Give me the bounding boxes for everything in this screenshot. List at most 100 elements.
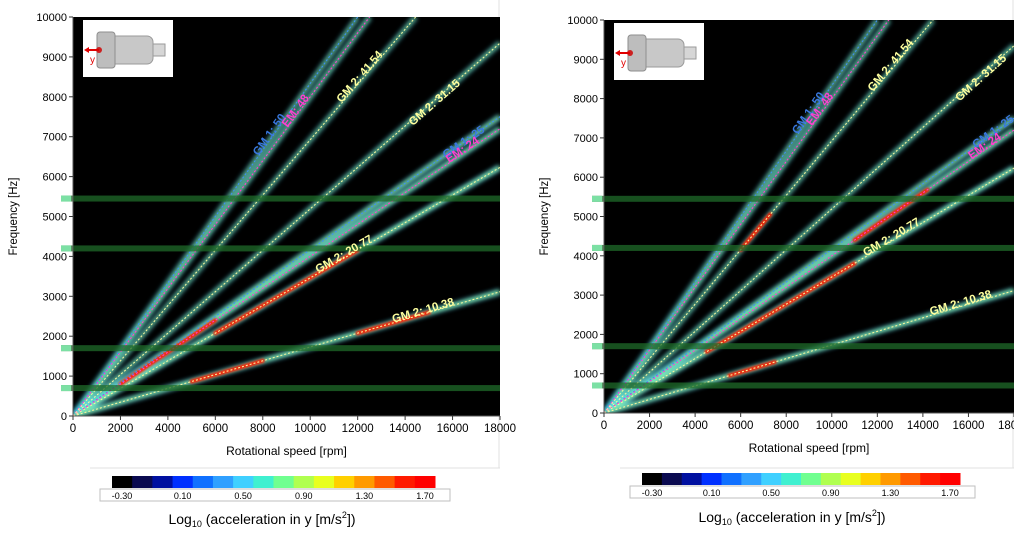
x-tick-label-2: 4000 [682, 420, 708, 432]
colorbar-segment-15 [414, 476, 436, 488]
colorbar-segment-9 [293, 476, 315, 488]
y-tick-label-3: 3000 [43, 291, 67, 303]
colorbar-tick-label-5: 1.70 [941, 488, 959, 498]
colorbar-segment-4 [721, 473, 742, 485]
colorbar-segment-3 [701, 473, 722, 485]
x-tick-label-4: 8000 [250, 423, 276, 435]
colorbar-segment-11 [334, 476, 355, 488]
y-tick-label-7: 7000 [43, 132, 67, 144]
inset-axis-label: y [621, 58, 626, 69]
y-tick-label-7: 7000 [574, 133, 598, 145]
inset-axis-label: y [90, 55, 95, 66]
colorbar-tick-label-3: 0.90 [295, 491, 313, 501]
colorbar-label-sub: 10 [192, 519, 202, 529]
colorbar-segment-7 [781, 473, 802, 485]
x-axis-label: Rotational speed [rpm] [226, 444, 347, 458]
x-tick-label-3: 6000 [203, 423, 229, 435]
resonance-band-marker-2 [592, 244, 602, 251]
x-tick-label-5: 10000 [816, 420, 848, 432]
colorbar-label-log: Log [168, 511, 191, 527]
colorbar-label-sup: 2 [342, 510, 347, 520]
y-tick-label-1: 1000 [43, 371, 67, 383]
y-tick-label-2: 2000 [574, 329, 598, 341]
order-line-4 [604, 117, 1014, 413]
resonance-band-marker-1 [61, 345, 71, 352]
machine-inset: y [83, 20, 173, 77]
colorbar-segment-14 [920, 473, 941, 485]
colorbar-segment-6 [233, 476, 254, 488]
colorbar-segment-10 [313, 476, 335, 488]
colorbar-tick-box [629, 485, 976, 499]
y-arrowhead-icon [84, 47, 89, 53]
resonance-band-marker-3 [592, 195, 602, 202]
colorbar-segment-6 [761, 473, 782, 485]
colorbar-segment-15 [940, 473, 961, 485]
resonance-band-1 [592, 343, 1014, 350]
order-line-5 [604, 129, 1014, 413]
hotspot-3 [727, 360, 777, 378]
resonance-band-marker-0 [61, 385, 71, 392]
resonance-band-2 [592, 244, 1014, 251]
y-tick-label-0: 0 [61, 411, 67, 423]
x-axis-label: Rotational speed [rpm] [749, 441, 870, 455]
y-tick-label-0: 0 [592, 408, 598, 420]
y-tick-label-10: 10000 [567, 15, 598, 27]
y-tick-label-4: 4000 [574, 251, 598, 263]
colorbar-segment-8 [273, 476, 295, 488]
resonance-band-1 [61, 345, 500, 352]
colorbar-segment-3 [172, 476, 194, 488]
colorbar-segment-1 [661, 473, 683, 485]
colorbar-label-rest: (acceleration in y [m/s [732, 509, 872, 525]
x-tick-label-3: 6000 [728, 420, 754, 432]
y-tick-label-9: 9000 [574, 54, 598, 66]
y-tick-label-10: 10000 [36, 12, 67, 24]
x-tick-label-9: 18000 [998, 420, 1014, 432]
y-tick-label-9: 9000 [43, 52, 67, 64]
resonance-band-0 [61, 385, 500, 392]
colorbar-tick-label-4: 1.30 [882, 488, 900, 498]
colorbar: -0.30 0.10 0.50 0.90 1.30 1.70 Log10 (accelera… [99, 476, 451, 529]
resonance-band-3 [61, 195, 500, 202]
y-tick-label-6: 6000 [574, 172, 598, 184]
colorbar-tick-label-2: 0.50 [762, 488, 780, 498]
x-tick-label-1: 2000 [108, 423, 134, 435]
resonance-band-marker-1 [592, 343, 602, 350]
colorbar-segment-0 [642, 473, 663, 485]
colorbar-label: Log10 (acceleration in y [m/s2]) [698, 508, 885, 527]
colorbar-label-rest: (acceleration in y [m/s [202, 511, 342, 527]
colorbar-segment-5 [212, 476, 234, 488]
resonance-band-marker-0 [592, 382, 602, 389]
x-tick-label-7: 14000 [389, 423, 421, 435]
colorbar-segment-7 [253, 476, 274, 488]
shaft-end-icon [683, 46, 697, 60]
colorbar-segment-13 [374, 476, 396, 488]
colorbar-label-end: ]) [877, 509, 886, 525]
colorbar-tick-label-4: 1.30 [356, 491, 374, 501]
colorbar-label-sup: 2 [872, 508, 877, 518]
resonance-band-2 [61, 245, 500, 252]
resonance-band-0 [592, 382, 1014, 389]
y-tick-label-6: 6000 [43, 172, 67, 184]
colorbar-label-log: Log [698, 509, 721, 525]
x-tick-label-0: 0 [601, 420, 607, 432]
x-tick-label-2: 4000 [155, 423, 181, 435]
y-tick-label-2: 2000 [43, 331, 67, 343]
ridge-inner-3 [604, 44, 1014, 413]
shaft-end-icon [152, 43, 166, 57]
colorbar-tick-label-1: 0.10 [703, 488, 721, 498]
x-tick-label-7: 14000 [907, 420, 939, 432]
y-tick-label-5: 5000 [574, 212, 598, 224]
colorbar-segment-12 [880, 473, 901, 485]
y-arrowhead-icon [615, 50, 620, 56]
colorbar-segment-13 [900, 473, 921, 485]
colorbar-segment-11 [860, 473, 881, 485]
colorbar-segment-9 [820, 473, 842, 485]
machine-inset: y [614, 23, 704, 80]
colorbar-segment-0 [112, 476, 133, 488]
colorbar-label: Log10 (acceleration in y [m/s2]) [168, 510, 355, 529]
x-tick-label-5: 10000 [294, 423, 326, 435]
x-tick-label-0: 0 [70, 423, 76, 435]
y-tick-label-1: 1000 [574, 369, 598, 381]
